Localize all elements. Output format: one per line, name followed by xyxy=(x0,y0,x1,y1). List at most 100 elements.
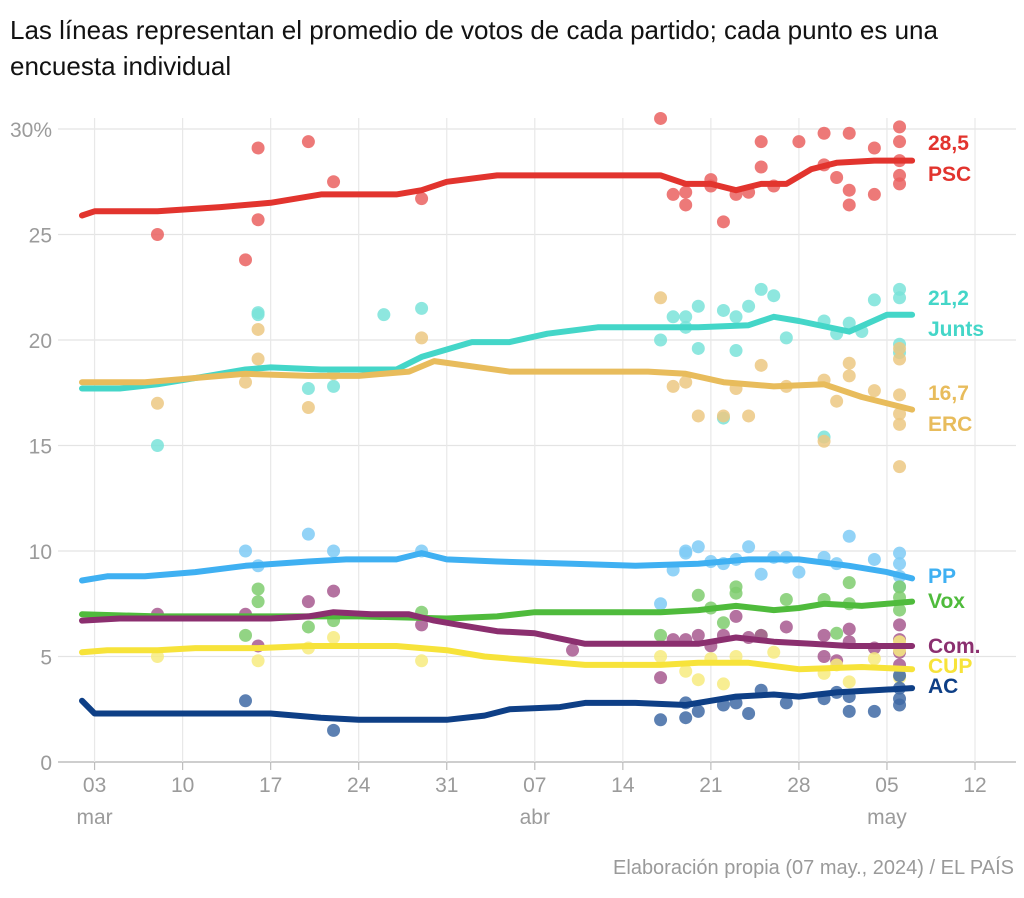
poll-dot xyxy=(779,696,793,710)
x-tick-label: 28 xyxy=(787,774,810,797)
poll-dot xyxy=(742,706,756,720)
poll-dot xyxy=(842,369,856,383)
poll-dot xyxy=(679,198,693,212)
poll-dot xyxy=(327,631,341,645)
poll-dot xyxy=(716,215,730,229)
poll-dot xyxy=(716,409,730,423)
y-tick-label: 25 xyxy=(29,225,52,248)
poll-dot xyxy=(893,388,907,402)
y-tick-label: 20 xyxy=(29,330,52,353)
poll-dot xyxy=(842,675,856,689)
y-tick-label: 15 xyxy=(29,436,52,459)
series-line xyxy=(79,643,916,673)
poll-dot xyxy=(327,544,341,558)
x-tick-label: 14 xyxy=(611,774,635,797)
poll-dot xyxy=(893,668,907,682)
end-name-label: Junts xyxy=(928,318,984,341)
chart-grid xyxy=(58,118,1016,770)
poll-dot xyxy=(301,527,315,541)
poll-dot xyxy=(251,595,265,609)
poll-dot xyxy=(842,183,856,197)
poll-dot xyxy=(867,293,881,307)
poll-dot xyxy=(679,664,693,678)
poll-dot xyxy=(377,308,391,322)
x-tick-label: 21 xyxy=(699,774,722,797)
poll-dot xyxy=(666,379,680,393)
series-line xyxy=(79,685,916,723)
poll-dot xyxy=(327,584,341,598)
poll-dot xyxy=(691,588,705,602)
series-line xyxy=(79,358,916,413)
poll-dot xyxy=(679,375,693,389)
x-tick-label: 07 xyxy=(523,774,546,797)
poll-dot xyxy=(779,620,793,634)
poll-dot xyxy=(779,331,793,345)
poll-dot xyxy=(893,407,907,421)
end-name-label: PP xyxy=(928,565,956,588)
poll-dot xyxy=(239,544,253,558)
y-tick-label: 5 xyxy=(40,647,52,670)
poll-dot xyxy=(251,322,265,336)
poll-dot xyxy=(415,618,429,632)
poll-dot xyxy=(754,567,768,581)
poll-dot xyxy=(893,177,907,191)
poll-dot xyxy=(754,358,768,372)
poll-dot xyxy=(654,597,668,611)
poll-dot xyxy=(150,396,164,410)
month-label: abr xyxy=(520,806,550,829)
poll-dot xyxy=(716,677,730,691)
poll-dot xyxy=(415,654,429,668)
poll-dot xyxy=(716,303,730,317)
poll-dot xyxy=(842,316,856,330)
poll-dot xyxy=(754,160,768,174)
poll-dot xyxy=(301,135,315,149)
poll-dot xyxy=(842,356,856,370)
end-value-label: 21,2 xyxy=(928,287,969,310)
poll-dot xyxy=(893,580,907,594)
poll-dot xyxy=(251,352,265,366)
poll-dot xyxy=(666,187,680,201)
poll-dot xyxy=(842,198,856,212)
poll-dot xyxy=(729,344,743,358)
poll-dot xyxy=(327,723,341,737)
poll-dot xyxy=(729,310,743,324)
poll-dot xyxy=(842,126,856,140)
y-tick-label: 10 xyxy=(29,541,52,564)
poll-dot xyxy=(830,171,844,185)
poll-dot xyxy=(691,540,705,554)
poll-dot xyxy=(893,291,907,305)
end-name-label: Vox xyxy=(928,590,965,613)
poll-dot xyxy=(779,593,793,607)
x-tick-label: 03 xyxy=(83,774,106,797)
end-name-label: ERC xyxy=(928,413,972,436)
poll-dot xyxy=(654,111,668,125)
poll-dot xyxy=(251,308,265,322)
poll-dot xyxy=(729,586,743,600)
poll-dot xyxy=(893,341,907,355)
x-tick-label: 05 xyxy=(875,774,898,797)
poll-dot xyxy=(654,713,668,727)
poll-dot xyxy=(893,352,907,366)
series-line xyxy=(79,157,916,219)
poll-dot xyxy=(301,382,315,396)
end-value-label: 28,5 xyxy=(928,132,969,155)
poll-dot xyxy=(150,650,164,663)
poll-dot xyxy=(239,253,253,267)
poll-dot xyxy=(893,546,907,560)
poll-dot xyxy=(767,289,781,303)
poll-dot xyxy=(893,417,907,431)
poll-dot xyxy=(691,673,705,687)
poll-dot xyxy=(654,628,668,642)
poll-dot xyxy=(893,135,907,149)
poll-dot xyxy=(666,310,680,324)
y-tick-label: 30% xyxy=(10,119,52,142)
poll-dot xyxy=(754,135,768,149)
poll-dot xyxy=(742,540,756,554)
poll-dot xyxy=(893,120,907,134)
poll-dot xyxy=(792,565,806,579)
source-note: Elaboración propia (07 may., 2024) / EL … xyxy=(613,857,1014,879)
poll-dot xyxy=(239,375,253,389)
poll-dot xyxy=(691,628,705,642)
